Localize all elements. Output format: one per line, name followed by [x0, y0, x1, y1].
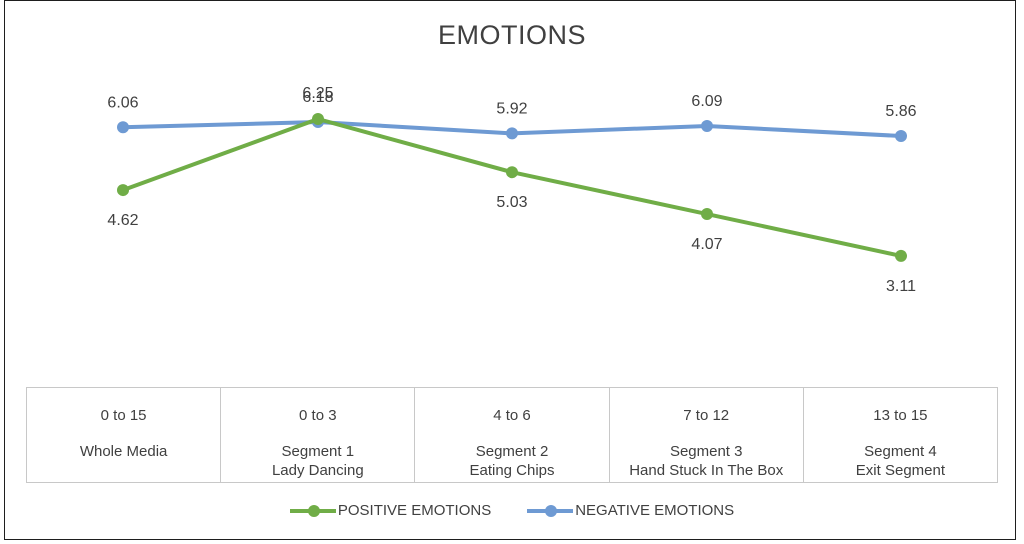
category-name: Whole Media [79, 443, 168, 460]
category-range: 4 to 6 [493, 407, 531, 424]
chart-title: EMOTIONS [437, 20, 586, 50]
category-range: 0 to 15 [100, 407, 147, 424]
data-label: 4.62 [107, 212, 138, 229]
data-label: 6.18 [302, 89, 333, 106]
category-name: Segment 1 Lady Dancing [271, 443, 364, 479]
legend-item-positive[interactable]: POSITIVE EMOTIONS [289, 502, 492, 519]
category-cell: 0 to 3 Segment 1 Lady Dancing [221, 388, 416, 482]
data-point[interactable] [117, 184, 129, 197]
data-point[interactable] [312, 113, 324, 125]
category-range: 7 to 12 [683, 407, 730, 424]
category-name: Segment 3 Hand Stuck In The Box [629, 443, 784, 479]
data-point[interactable] [506, 127, 518, 140]
category-cell: 13 to 15 Segment 4 Exit Segment [804, 388, 997, 482]
data-label: 4.07 [691, 236, 722, 253]
legend-swatch-negative [527, 504, 574, 517]
legend-item-negative[interactable]: NEGATIVE EMOTIONS [527, 502, 734, 519]
series-line [121, 117, 903, 258]
category-name: Segment 4 Exit Segment [855, 443, 946, 479]
data-label: 6.06 [107, 94, 138, 111]
data-label: 6.09 [691, 93, 722, 110]
category-axis-table: 0 to 15 Whole Media 0 to 3 Segment 1 Lad… [26, 387, 998, 483]
data-label: 6.25 [302, 85, 333, 102]
data-label: 5.86 [885, 103, 916, 120]
data-label: 5.03 [496, 194, 527, 211]
data-point[interactable] [701, 208, 713, 221]
category-name: Segment 2 Eating Chips [469, 443, 555, 479]
data-label: 5.92 [496, 100, 527, 117]
legend-label-positive: POSITIVE EMOTIONS [337, 502, 492, 519]
data-point[interactable] [117, 121, 129, 134]
category-cell: 0 to 15 Whole Media [27, 388, 222, 482]
data-point[interactable] [506, 166, 518, 179]
category-range: 13 to 15 [873, 407, 928, 424]
category-range: 0 to 3 [299, 407, 337, 424]
legend-label-negative: NEGATIVE EMOTIONS [575, 502, 735, 519]
data-point[interactable] [895, 130, 907, 143]
data-label: 3.11 [886, 278, 916, 295]
chart-frame [4, 0, 1016, 540]
legend-swatch-positive [289, 504, 336, 517]
category-cell: 4 to 6 Segment 2 Eating Chips [415, 388, 610, 482]
category-cell: 7 to 12 Segment 3 Hand Stuck In The Box [610, 388, 804, 482]
legend: POSITIVE EMOTIONS NEGATIVE EMOTIONS [0, 502, 1024, 519]
data-point[interactable] [701, 119, 713, 132]
data-point[interactable] [895, 249, 907, 262]
